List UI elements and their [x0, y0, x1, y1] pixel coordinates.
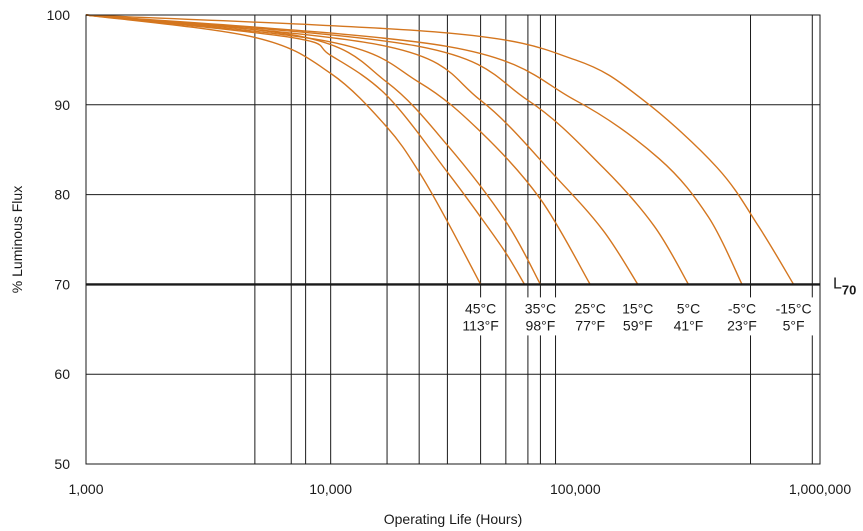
annotation-background — [566, 297, 613, 336]
series-line-8 — [85, 14, 795, 285]
y-tick-label: 80 — [54, 187, 70, 203]
x-tick-label: 10,000 — [309, 481, 352, 497]
annotation-celsius: -5°C — [728, 300, 756, 316]
series-line-1 — [85, 14, 482, 285]
annotation-fahrenheit: 5°F — [783, 317, 805, 333]
annotation-background — [456, 297, 503, 336]
y-tick-label: 90 — [54, 97, 70, 113]
series-line-3 — [85, 14, 542, 285]
annotation-fahrenheit: 98°F — [526, 317, 556, 333]
annotation-celsius: 35°C — [525, 300, 556, 316]
annotation-background — [718, 297, 765, 336]
annotation-background — [769, 297, 816, 336]
x-tick-label: 1,000 — [68, 481, 103, 497]
x-axis-label: Operating Life (Hours) — [384, 511, 523, 527]
gridlines — [86, 15, 820, 464]
series-curves — [85, 14, 795, 285]
series-line-2 — [85, 14, 526, 285]
x-tick-label: 1,000,000 — [789, 481, 851, 497]
annotation-fahrenheit: 41°F — [674, 317, 704, 333]
annotation-fahrenheit: 77°F — [575, 317, 605, 333]
y-tick-label: 100 — [47, 7, 71, 23]
annotation-celsius: -15°C — [776, 300, 812, 316]
tick-labels: 50 60 70 80 90 100 1,000 10,000 100,000 1,000,000 — [47, 7, 852, 497]
annotation-celsius: 25°C — [575, 300, 606, 316]
series-line-6 — [85, 14, 690, 285]
y-tick-label: 70 — [54, 276, 70, 292]
l70-label: L70 — [833, 275, 856, 297]
annotation-fahrenheit: 23°F — [727, 317, 757, 333]
plot-frame — [85, 14, 821, 465]
y-tick-label: 60 — [54, 366, 70, 382]
series-line-5 — [85, 14, 639, 285]
y-axis-label: % Luminous Flux — [9, 186, 25, 293]
annotation-fahrenheit: 59°F — [623, 317, 653, 333]
series-line-7 — [85, 14, 743, 285]
annotation-celsius: 45°C — [465, 300, 496, 316]
l70-label-letter: L — [833, 275, 842, 292]
reference-line-group: L70 — [86, 275, 856, 297]
x-tick-label: 100,000 — [550, 481, 601, 497]
annotation-celsius: 5°C — [677, 300, 701, 316]
y-tick-label: 50 — [54, 456, 70, 472]
annotation-background — [516, 297, 563, 336]
series-line-4 — [85, 14, 591, 285]
annotation-celsius: 15°C — [622, 300, 653, 316]
annotation-background — [613, 297, 660, 336]
l70-label-subscript: 70 — [842, 282, 856, 297]
annotation-background — [664, 297, 711, 336]
annotation-fahrenheit: 113°F — [462, 317, 498, 333]
